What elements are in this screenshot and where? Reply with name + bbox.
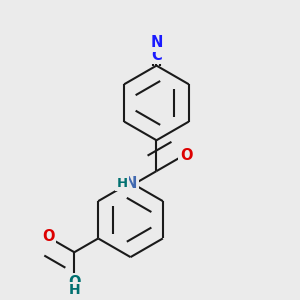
Text: N: N xyxy=(125,176,137,191)
Text: O: O xyxy=(68,275,81,290)
Text: O: O xyxy=(180,148,193,163)
Text: N: N xyxy=(150,35,163,50)
Text: C: C xyxy=(151,48,162,63)
Text: O: O xyxy=(42,229,54,244)
Text: H: H xyxy=(68,283,80,297)
Text: H: H xyxy=(117,177,128,190)
